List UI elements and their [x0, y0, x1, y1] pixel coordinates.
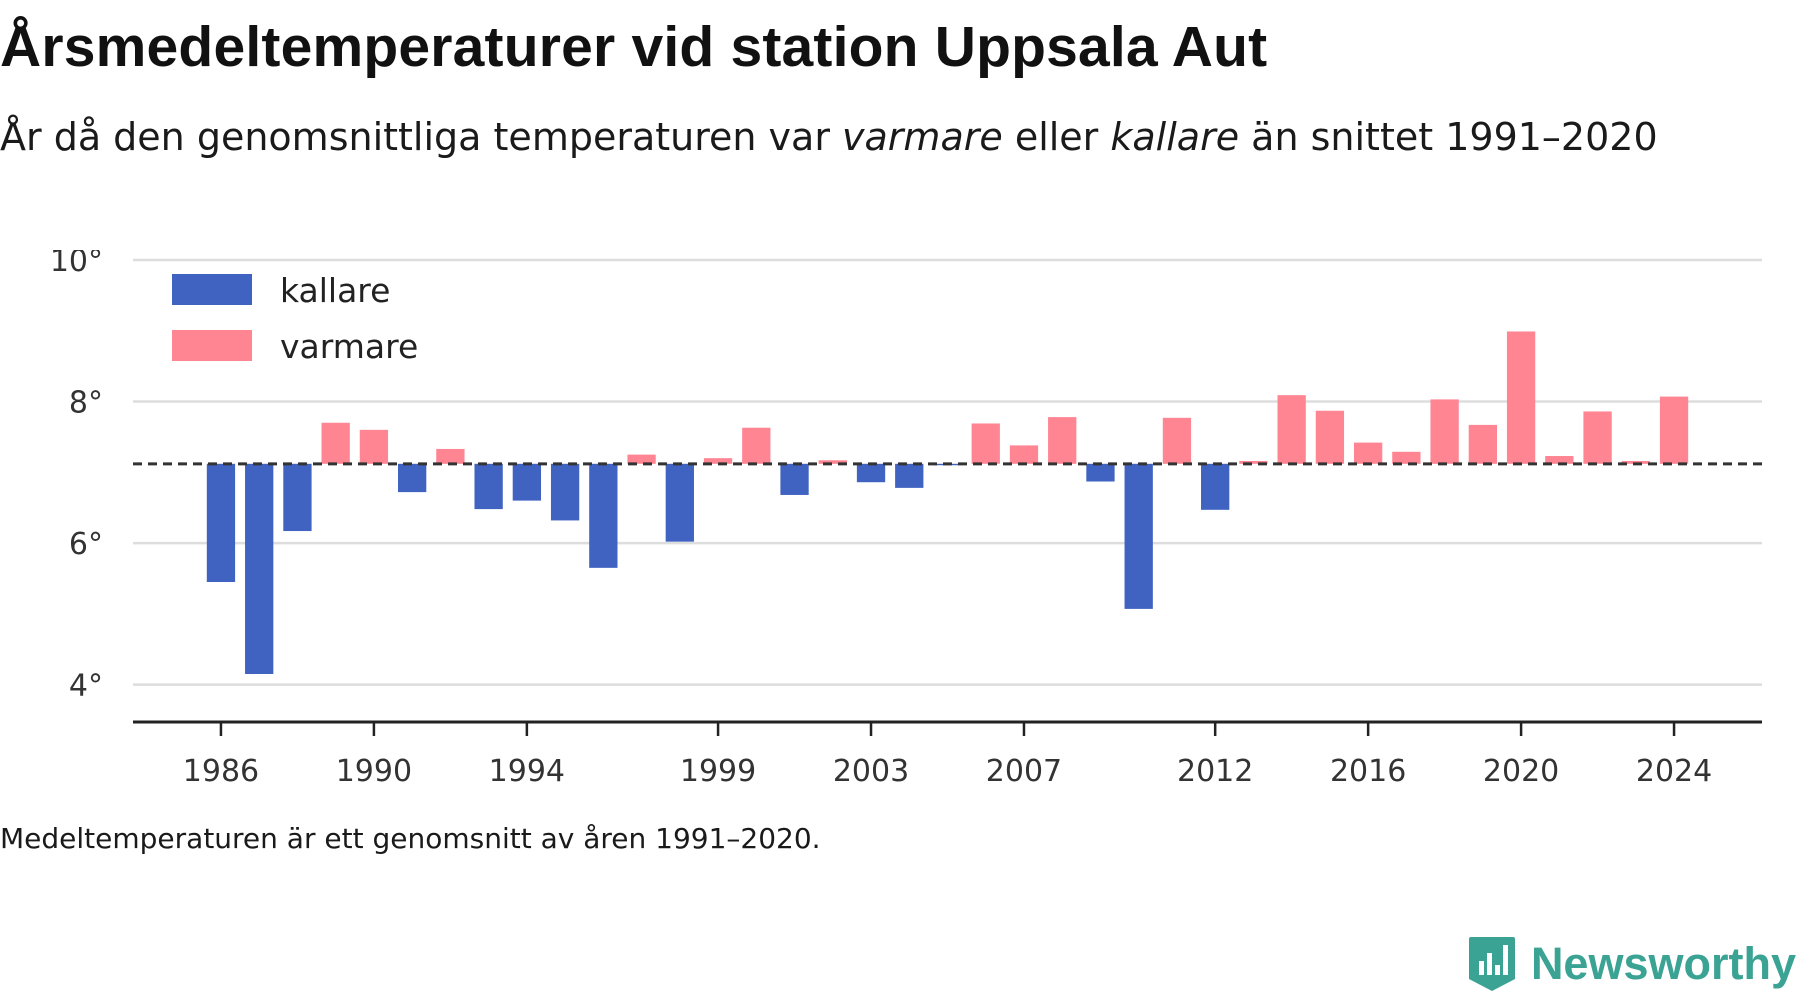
x-tick-label: 1994: [489, 754, 565, 789]
legend-label-kallare: kallare: [280, 271, 390, 310]
subtitle-text-3: än snittet 1991–2020: [1239, 115, 1658, 159]
brand-name: Newsworthy: [1530, 938, 1796, 989]
y-tick-label: 10°: [50, 250, 103, 279]
bar-1987: [245, 463, 274, 674]
x-tick-label: 2012: [1177, 754, 1253, 789]
y-tick-label: 4°: [69, 669, 103, 704]
bar-2018: [1430, 399, 1459, 464]
chart-subtitle: År då den genomsnittliga temperaturen va…: [0, 106, 1700, 168]
bar-2006: [971, 423, 1000, 464]
bar-2021: [1545, 456, 1574, 464]
x-tick-label: 2024: [1636, 754, 1712, 789]
y-axis-labels: 4° 6° 8° 10°: [50, 250, 103, 704]
bar-chart: 4° 6° 8° 10° 1986 1990 1994 1999 2003 2007 2012 20…: [50, 250, 1762, 789]
bar-1996: [589, 463, 618, 568]
bar-1986: [206, 463, 236, 582]
subtitle-emphasis-colder: kallare: [1110, 115, 1240, 159]
x-tick-label: 1999: [680, 754, 756, 789]
x-axis-ticks: 1986 1990 1994 1999 2003 2007 2012 2016 2020 2024: [183, 722, 1712, 789]
bar-2019: [1468, 424, 1498, 464]
bar-2001: [780, 463, 809, 495]
bar-2004: [895, 463, 924, 488]
x-tick-label: 2007: [986, 754, 1062, 789]
bar-2015: [1315, 410, 1345, 464]
bar-2009: [1086, 463, 1115, 482]
bar-2014: [1277, 395, 1306, 464]
bar-2007: [1009, 445, 1039, 464]
bar-2013: [1239, 460, 1268, 464]
bar-2000: [742, 427, 771, 464]
y-tick-label: 6°: [69, 527, 103, 562]
x-tick-label: 1986: [183, 754, 259, 789]
bars: [206, 331, 1689, 674]
subtitle-text-1: År då den genomsnittliga temperaturen va…: [0, 115, 843, 159]
bar-1992: [436, 448, 465, 464]
bar-1990: [359, 429, 389, 464]
brand-logo: Newsworthy: [1467, 935, 1796, 993]
bar-2003: [856, 463, 886, 483]
bar-2022: [1583, 411, 1612, 464]
bar-1991: [397, 463, 427, 493]
bar-2012: [1201, 463, 1230, 510]
x-tick-label: 2016: [1330, 754, 1406, 789]
bar-1989: [321, 422, 350, 464]
bar-1999: [703, 458, 733, 464]
bar-1998: [665, 463, 694, 542]
chart-title: Årsmedeltemperaturer vid station Uppsala…: [0, 15, 1268, 79]
bar-2017: [1392, 451, 1421, 464]
newsworthy-logo-icon: [1468, 937, 1515, 991]
bar-2024: [1659, 396, 1689, 464]
x-tick-label: 2003: [833, 754, 909, 789]
bar-1993: [474, 463, 503, 510]
legend-swatch-varmare: [172, 330, 252, 361]
bar-2010: [1124, 463, 1153, 609]
x-tick-label: 1990: [336, 754, 412, 789]
bar-2016: [1353, 442, 1383, 464]
bar-1995: [550, 463, 580, 521]
bar-2008: [1048, 417, 1077, 464]
legend: kallare varmare: [160, 264, 445, 376]
grid-lines: [133, 258, 1762, 686]
bar-1997: [627, 454, 656, 464]
subtitle-text-2: eller: [1002, 115, 1111, 159]
x-tick-label: 2020: [1483, 754, 1559, 789]
bar-2002: [818, 460, 847, 464]
bar-1994: [512, 463, 542, 501]
legend-label-varmare: varmare: [280, 327, 418, 366]
bar-1988: [283, 463, 312, 532]
legend-swatch-kallare: [172, 274, 252, 305]
bar-2020: [1506, 331, 1536, 464]
bar-2011: [1162, 417, 1192, 464]
footnote: Medeltemperaturen är ett genomsnitt av å…: [0, 822, 821, 855]
y-tick-label: 8°: [69, 386, 103, 421]
subtitle-emphasis-warmer: varmare: [842, 115, 1003, 159]
